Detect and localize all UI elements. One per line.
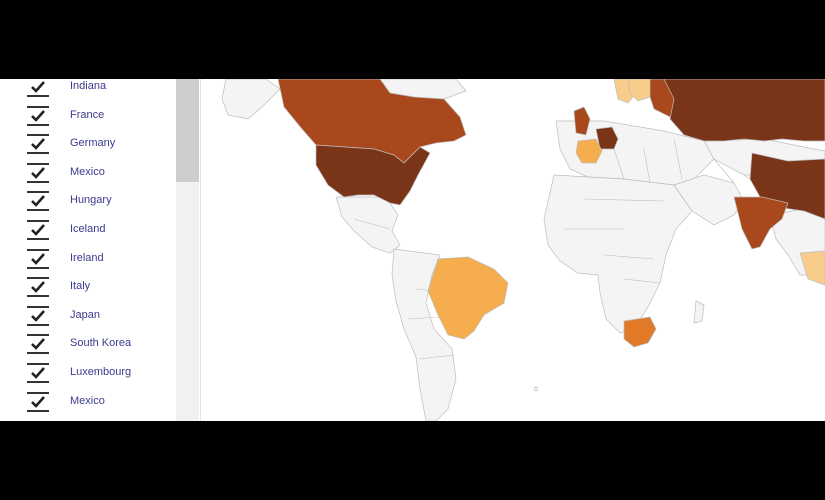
country-usa[interactable] [315, 144, 431, 206]
country-filter-item[interactable]: Ireland [0, 245, 176, 274]
country-label[interactable]: France [70, 108, 105, 121]
country-checkbox[interactable] [27, 134, 49, 155]
country-uk[interactable] [573, 106, 591, 136]
country-filter-item[interactable]: Mexico [0, 159, 176, 188]
country-checkbox[interactable] [27, 305, 49, 326]
country-filter-list: Indiana France Germany Mexico Hungary Iceland… [0, 79, 176, 416]
country-checkbox[interactable] [27, 162, 49, 183]
country-russia[interactable] [663, 79, 825, 142]
checkmark-icon [31, 395, 45, 408]
country-filter-item[interactable]: Hungary [0, 187, 176, 216]
country-label[interactable]: Japan [70, 308, 100, 321]
checkmark-icon [31, 195, 45, 208]
checkmark-icon [31, 367, 45, 379]
app-viewport: Indiana France Germany Mexico Hungary Iceland… [0, 79, 825, 421]
country-filter-item[interactable]: Italy [0, 273, 176, 302]
country-checkbox[interactable] [27, 277, 49, 298]
checkmark-icon [31, 338, 45, 351]
country-label[interactable]: Luxembourg [70, 365, 132, 378]
checkmark-icon [31, 309, 45, 322]
country-checkbox[interactable] [27, 105, 49, 126]
checkmark-icon [31, 81, 45, 93]
country-scandinavia[interactable] [627, 79, 651, 102]
country-checkbox[interactable] [27, 191, 49, 212]
country-filter-item[interactable]: Mexico [0, 388, 176, 417]
country-canada[interactable] [277, 79, 467, 164]
country-filter-panel: Indiana France Germany Mexico Hungary Iceland… [0, 79, 201, 421]
country-filter-item[interactable]: South Korea [0, 330, 176, 359]
checkmark-icon [31, 138, 45, 151]
country-checkbox[interactable] [27, 248, 49, 269]
country-checkbox[interactable] [27, 362, 49, 383]
checkmark-icon [31, 281, 45, 294]
country-checkbox[interactable] [27, 219, 49, 240]
country-label[interactable]: Mexico [70, 165, 105, 178]
country-label[interactable]: Hungary [70, 194, 112, 207]
sidebar-scrollbar[interactable] [176, 79, 199, 421]
country-filter-item[interactable]: Japan [0, 302, 176, 331]
country-checkbox[interactable] [27, 79, 49, 97]
checkmark-icon [31, 166, 45, 179]
country-india[interactable] [733, 196, 789, 250]
country-filter-item[interactable]: Germany [0, 130, 176, 159]
country-filter-item[interactable]: France [0, 102, 176, 131]
country-label[interactable]: Germany [70, 137, 116, 150]
country-filter-item[interactable]: Luxembourg [0, 359, 176, 388]
region-greenland[interactable] [221, 79, 281, 120]
region-madagascar[interactable] [693, 300, 705, 324]
country-label[interactable]: Mexico [70, 394, 105, 407]
country-brazil[interactable] [427, 256, 509, 340]
border-line [353, 138, 751, 360]
checkmark-icon [31, 224, 45, 236]
region-island-atlantic[interactable] [533, 386, 539, 392]
country-france[interactable] [575, 138, 603, 164]
checkmark-icon [31, 252, 45, 265]
country-china[interactable] [749, 152, 825, 220]
country-filter-item[interactable]: Indiana [0, 79, 176, 102]
country-borders [353, 138, 751, 360]
country-label[interactable]: Ireland [70, 251, 104, 264]
country-label[interactable]: Italy [70, 280, 91, 293]
country-label[interactable]: Iceland [70, 222, 106, 235]
country-label[interactable]: Indiana [70, 80, 107, 92]
country-south-africa[interactable] [623, 316, 657, 348]
checkmark-icon [31, 109, 45, 122]
country-filter-item[interactable]: Iceland [0, 216, 176, 245]
scrollbar-thumb[interactable] [176, 79, 199, 182]
world-map [204, 79, 825, 421]
country-checkbox[interactable] [27, 391, 49, 412]
country-checkbox[interactable] [27, 334, 49, 355]
country-label[interactable]: South Korea [70, 337, 132, 350]
country-australia[interactable] [799, 250, 825, 286]
